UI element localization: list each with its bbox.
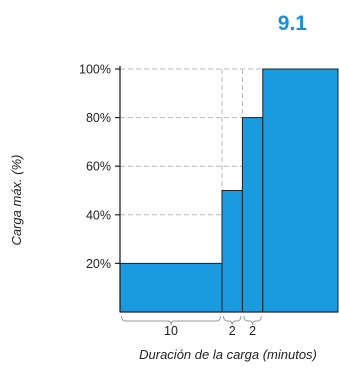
bar-3	[241, 117, 264, 313]
y-tick-labels: 20% 40% 60% 80% 100%	[79, 63, 111, 271]
duration-label-1: 10	[164, 324, 178, 338]
bars	[119, 68, 339, 313]
y-tick-label-60: 60%	[86, 160, 111, 174]
axes	[115, 66, 338, 313]
y-tick-label-20: 20%	[86, 257, 111, 271]
y-tick-label-40: 40%	[86, 208, 111, 222]
bar-1	[119, 262, 223, 313]
bar-2	[221, 190, 243, 313]
figure-label: 9.1	[278, 12, 308, 35]
y-axis-title: Carga máx. (%)	[9, 154, 24, 245]
x-axis-title: Duración de la carga (minutos)	[139, 347, 317, 362]
duration-label-3: 2	[249, 324, 256, 338]
duration-brace-1	[121, 315, 221, 326]
duration-brace-3	[243, 315, 262, 326]
duration-brace-2	[223, 315, 242, 326]
duration-braces	[121, 315, 262, 326]
bar-4	[262, 68, 339, 313]
y-tick-label-80: 80%	[86, 111, 111, 125]
y-tick-label-100: 100%	[79, 63, 111, 77]
duration-label-2: 2	[229, 324, 236, 338]
duration-labels: 10 2 2	[164, 324, 256, 338]
